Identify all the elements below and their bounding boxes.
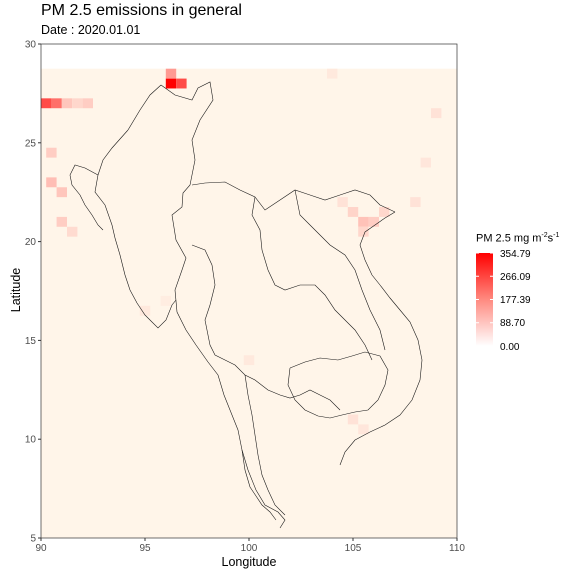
raster-cell xyxy=(176,78,187,89)
raster-cell xyxy=(347,414,359,425)
x-axis-title: Longitude xyxy=(222,555,277,569)
legend-title-exp1: -2 xyxy=(541,232,548,239)
bangladesh-border xyxy=(69,164,104,231)
raster-cell xyxy=(61,98,73,109)
y-tick-label: 30 xyxy=(25,40,37,51)
thailand-gulf xyxy=(244,374,286,516)
x-tick-label: 95 xyxy=(139,543,151,554)
axis-ticks: 90 95 100 105 110 5 10 15 20 25 30 xyxy=(25,40,466,555)
legend-label-2: 177.39 xyxy=(500,295,531,306)
raster-cell xyxy=(410,197,421,208)
raster-cell xyxy=(358,226,369,237)
legend-title-mid: s xyxy=(547,232,554,245)
raster-cell xyxy=(165,68,177,79)
country-borders xyxy=(69,81,423,529)
map-subtitle: Date : 2020.01.01 xyxy=(41,23,141,37)
raster-background xyxy=(41,68,457,538)
x-tick-label: 100 xyxy=(241,543,258,554)
thailand-border xyxy=(191,244,341,411)
malay-peninsula xyxy=(241,449,286,529)
raster-cell xyxy=(51,98,62,109)
laos-east-border xyxy=(294,189,386,351)
legend-label-max: 354.79 xyxy=(500,249,531,260)
map-title: PM 2.5 emissions in general xyxy=(41,2,242,19)
raster-cell xyxy=(46,147,57,158)
y-axis-title: Latitude xyxy=(9,268,23,313)
raster-cell xyxy=(368,216,379,227)
x-tick-label: 110 xyxy=(449,543,465,554)
x-tick-label: 90 xyxy=(35,543,47,554)
legend-ticks xyxy=(476,252,493,347)
raster-cell xyxy=(56,216,67,227)
legend-title-prefix: PM 2.5 mg m xyxy=(476,232,542,245)
raster-cell xyxy=(243,355,255,366)
emission-raster xyxy=(41,68,457,538)
y-tick-label: 25 xyxy=(25,138,37,149)
raster-cell xyxy=(165,78,177,89)
legend-colorbar xyxy=(476,253,493,346)
y-tick-label: 20 xyxy=(25,237,37,248)
raster-cell xyxy=(420,157,431,168)
vietnam-coast xyxy=(339,211,423,466)
raster-cell xyxy=(379,207,390,217)
raster-cell xyxy=(41,98,52,109)
raster-cell xyxy=(72,98,83,109)
raster-cell xyxy=(46,177,57,188)
raster-cell xyxy=(139,305,151,316)
raster-cell xyxy=(431,108,442,119)
x-tick-label: 105 xyxy=(345,543,362,554)
cambodia-border xyxy=(287,351,389,419)
laos-border xyxy=(251,196,373,361)
legend-label-3: 266.09 xyxy=(500,272,531,283)
raster-cell xyxy=(358,424,369,435)
raster-cell xyxy=(347,207,359,217)
raster-cell xyxy=(82,98,93,109)
raster-cell xyxy=(327,68,338,79)
raster-cell xyxy=(160,295,171,306)
legend-title: PM 2.5 mg m-2s-1 xyxy=(476,232,559,245)
raster-cell xyxy=(337,197,348,208)
y-tick-label: 10 xyxy=(25,435,37,446)
legend-label-min: 0.00 xyxy=(500,342,520,353)
y-tick-label: 5 xyxy=(30,534,36,545)
raster-cell xyxy=(56,187,67,198)
legend-title-exp2: -1 xyxy=(553,232,560,239)
myanmar-west-coast xyxy=(94,84,177,329)
legend-label-1: 88.70 xyxy=(500,318,526,329)
raster-cell xyxy=(358,216,369,227)
raster-cell xyxy=(67,226,78,237)
y-tick-label: 15 xyxy=(25,336,37,347)
